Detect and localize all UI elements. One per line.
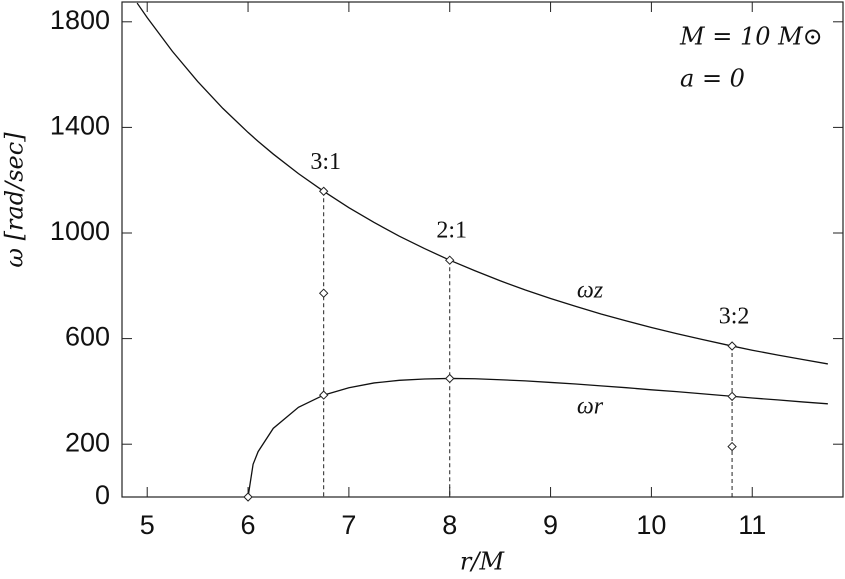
resonance-point: [727, 441, 737, 452]
resonance-label: 3:1: [310, 149, 341, 175]
x-tick-label: 9: [543, 510, 558, 540]
resonance-point: [445, 373, 455, 384]
x-tick-label: 10: [636, 510, 666, 540]
y-tick-label: 600: [65, 322, 110, 352]
x-tick-label: 8: [442, 510, 457, 540]
series-label: ωr: [577, 394, 604, 420]
x-tick-label: 7: [341, 510, 356, 540]
y-tick-label: 200: [65, 427, 110, 457]
resonance-label: 2:1: [436, 218, 467, 244]
y-tick-label: 1400: [50, 111, 110, 141]
annotation: a = 0: [680, 65, 745, 93]
x-tick-label: 5: [140, 510, 155, 540]
resonance-point: [318, 288, 329, 298]
annotation: M = 10 M⊙: [679, 23, 823, 51]
plot-frame: [121, 1, 844, 498]
x-tick-label: 6: [241, 510, 256, 540]
resonance-point: [318, 186, 329, 196]
y-tick-label: 0: [95, 480, 110, 510]
isco-point: [243, 492, 253, 502]
resonance-point: [727, 391, 737, 402]
resonance-point: [445, 255, 455, 265]
y-tick-label: 1800: [50, 5, 110, 35]
y-axis-label: ω [rad/sec]: [1, 132, 29, 268]
series-line: [247, 377, 828, 497]
x-axis-label: r/M: [460, 548, 506, 576]
series-label: ωz: [577, 278, 604, 304]
resonance-label: 3:2: [719, 303, 750, 329]
x-tick-label: 11: [738, 510, 766, 540]
y-tick-label: 1000: [50, 216, 110, 246]
resonance-point: [727, 341, 737, 351]
resonance-point: [318, 390, 329, 400]
